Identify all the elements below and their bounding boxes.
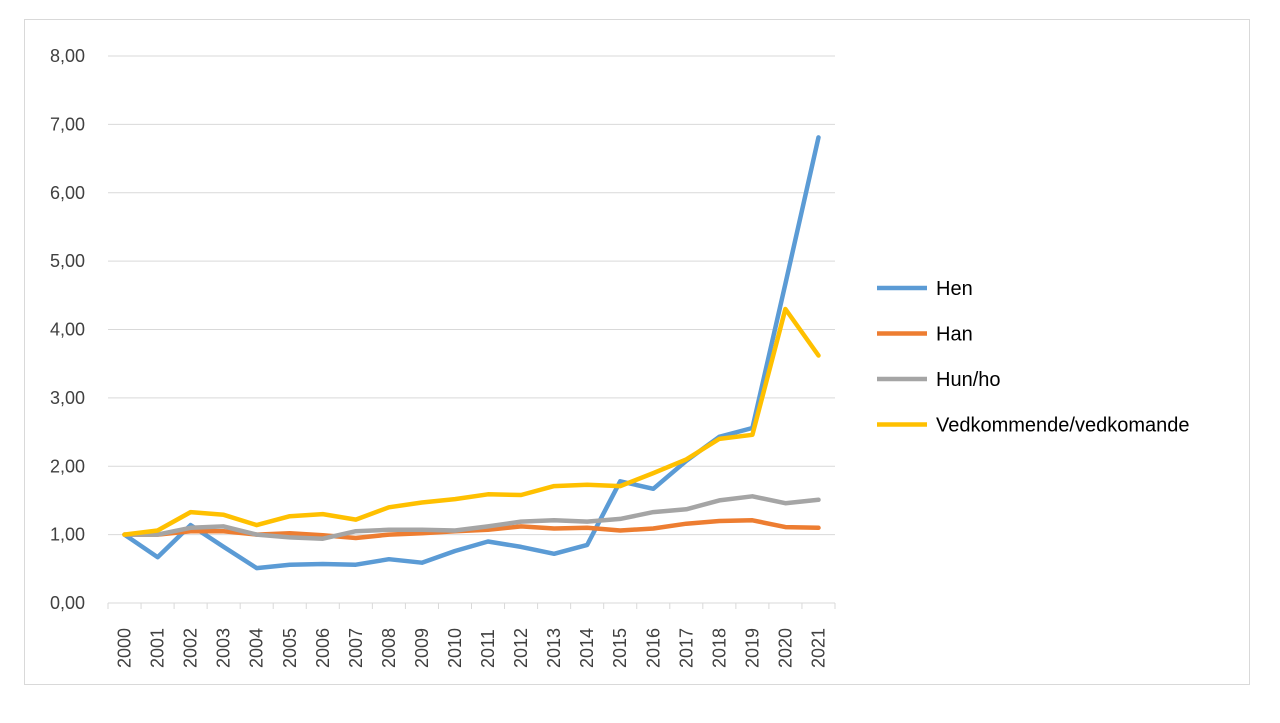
x-tick-label: 2010: [445, 628, 465, 668]
x-tick-label: 2014: [577, 628, 597, 668]
series-line: [122, 494, 821, 541]
y-tick-label: 2,00: [50, 456, 85, 476]
gridlines: [108, 55, 835, 536]
y-tick-label: 1,00: [50, 525, 85, 545]
legend-label: Hun/ho: [936, 369, 1001, 391]
x-tick-label: 2016: [643, 628, 663, 668]
series-lines: [122, 135, 821, 571]
x-tick-label: 2017: [676, 628, 696, 668]
y-tick-label: 0,00: [50, 593, 85, 613]
x-tick-label: 2015: [610, 628, 630, 668]
x-axis: [107, 602, 836, 609]
x-tick-label: 2000: [115, 628, 135, 668]
y-axis-tick-labels: 0,00 1,00 2,00 3,00 4,00 5,00 6,00 7,00 8,00: [50, 46, 85, 613]
legend-label: Vedkommende/vedkomande: [936, 415, 1190, 437]
x-tick-label: 2003: [214, 628, 234, 668]
y-tick-label: 3,00: [50, 388, 85, 408]
x-tick-label: 2004: [247, 628, 267, 668]
y-tick-label: 6,00: [50, 183, 85, 203]
legend: Hen Han Hun/ho Vedkommende/vedkomande: [877, 278, 1190, 437]
x-tick-label: 2007: [346, 628, 366, 668]
x-tick-label: 2018: [709, 628, 729, 668]
x-tick-label: 2019: [742, 628, 762, 668]
legend-label: Hen: [936, 278, 973, 300]
x-axis-tick-labels: 2000 2001 2002 2003 2004 2005 2006 2007 2008 2009…: [115, 628, 829, 668]
y-tick-label: 7,00: [50, 114, 85, 134]
x-tick-label: 2008: [379, 628, 399, 668]
chart-frame: [24, 19, 1250, 685]
x-tick-label: 2012: [511, 628, 531, 668]
y-tick-label: 5,00: [50, 251, 85, 271]
x-tick-label: 2006: [313, 628, 333, 668]
x-tick-label: 2009: [412, 628, 432, 668]
series-line: [122, 306, 821, 537]
x-tick-label: 2011: [478, 629, 498, 668]
x-tick-label: 2020: [775, 628, 795, 668]
y-tick-label: 4,00: [50, 320, 85, 340]
y-tick-label: 8,00: [50, 46, 85, 66]
legend-label: Han: [936, 324, 973, 346]
x-tick-label: 2002: [181, 628, 201, 668]
x-tick-label: 2001: [148, 628, 168, 668]
x-tick-label: 2021: [808, 628, 828, 668]
x-tick-label: 2005: [280, 628, 300, 668]
x-tick-label: 2013: [544, 628, 564, 668]
